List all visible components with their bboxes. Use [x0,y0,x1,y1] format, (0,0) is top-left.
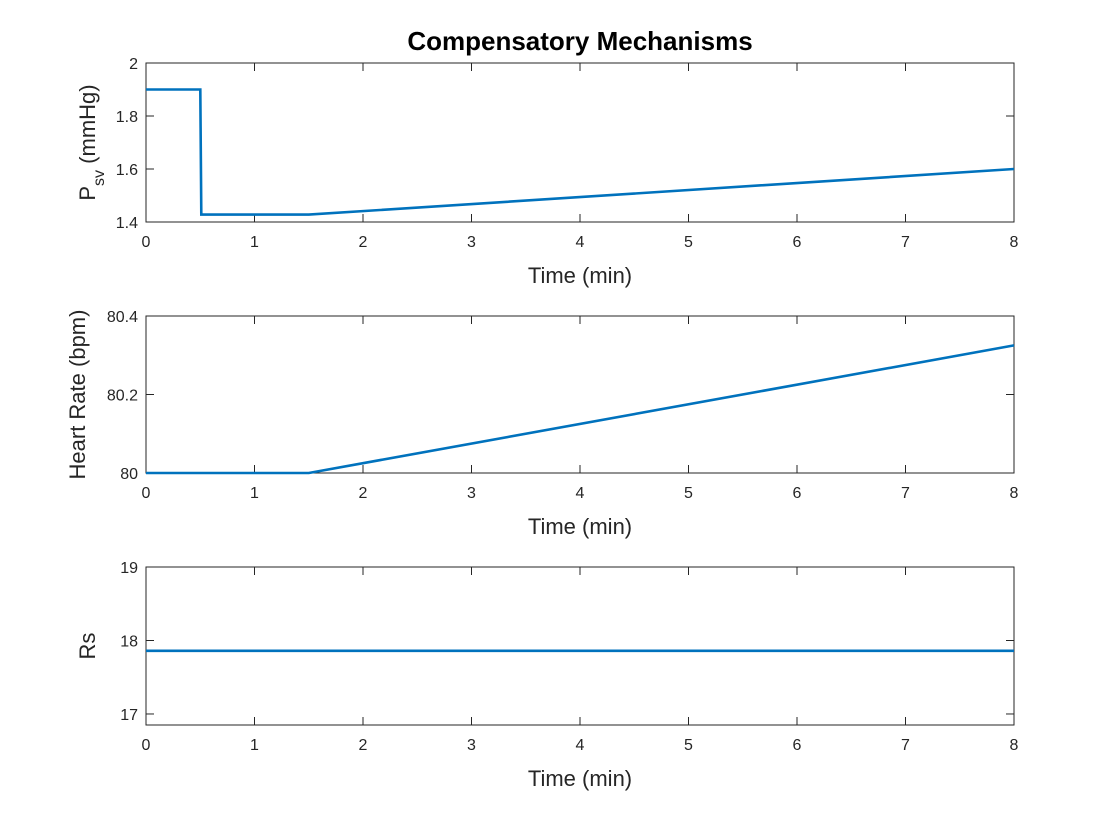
x-tick-label: 2 [359,485,368,502]
x-tick-label: 3 [467,485,476,502]
x-axis-label: Time (min) [528,263,632,288]
y-tick-label: 2 [129,56,138,73]
chart-title: Compensatory Mechanisms [407,26,752,56]
y-axis-label-unit: (mmHg) [75,84,100,170]
x-tick-label: 0 [142,737,151,754]
x-tick-label: 7 [901,234,910,251]
x-tick-label: 8 [1010,234,1019,251]
subplot-2: 0 1 2 3 4 5 6 7 8 80 80.2 80.4 Time (min) Heart Rate … [65,309,1019,539]
x-tick-label: 4 [576,737,585,754]
x-tick-label: 7 [901,485,910,502]
x-tick-label: 3 [467,234,476,251]
y-axis-label: Heart Rate (bpm) [65,310,90,480]
x-tick-label: 6 [793,737,802,754]
y-axis-label: Rs [75,633,100,660]
subplot-3: 0 1 2 3 4 5 6 7 8 17 18 19 Time (min) Rs [75,560,1019,791]
x-tick-label: 5 [684,234,693,251]
x-tick-label: 6 [793,234,802,251]
x-axis-label: Time (min) [528,766,632,791]
x-tick-label: 0 [142,234,151,251]
x-tick-label: 5 [684,485,693,502]
x-tick-label: 2 [359,737,368,754]
x-tick-label: 1 [250,234,259,251]
series-line-1 [146,88,1015,216]
subplot-1: 0 1 2 3 4 5 6 7 8 1.4 1.6 1.8 2 Time (min) Psv (mmHg) [75,56,1019,288]
x-tick-label: 1 [250,737,259,754]
y-tick-label: 19 [120,560,138,577]
x-tick-label: 2 [359,234,368,251]
y-tick-label: 80.2 [107,388,138,405]
y-tick-label: 18 [120,633,138,650]
y-tick-label: 1.8 [116,109,138,126]
y-tick-label: 17 [120,707,138,724]
x-tick-label: 5 [684,737,693,754]
x-tick-label: 8 [1010,485,1019,502]
y-tick-label: 1.4 [116,215,138,232]
y-tick-label: 80 [120,466,138,483]
x-tick-label: 7 [901,737,910,754]
x-tick-label: 1 [250,485,259,502]
x-tick-label: 4 [576,234,585,251]
x-tick-label: 4 [576,485,585,502]
axes-box [145,566,1015,726]
series-line-1 [146,344,1015,475]
x-axis-label: Time (min) [528,514,632,539]
x-tick-label: 3 [467,737,476,754]
y-axis-label: Psv (mmHg) [75,84,108,200]
axes-box [145,315,1015,474]
x-tick-label: 6 [793,485,802,502]
y-axis-label-subscript: sv [91,170,108,186]
x-tick-label: 8 [1010,737,1019,754]
y-tick-label: 80.4 [107,309,138,326]
y-tick-label: 1.6 [116,162,138,179]
x-tick-label: 0 [142,485,151,502]
